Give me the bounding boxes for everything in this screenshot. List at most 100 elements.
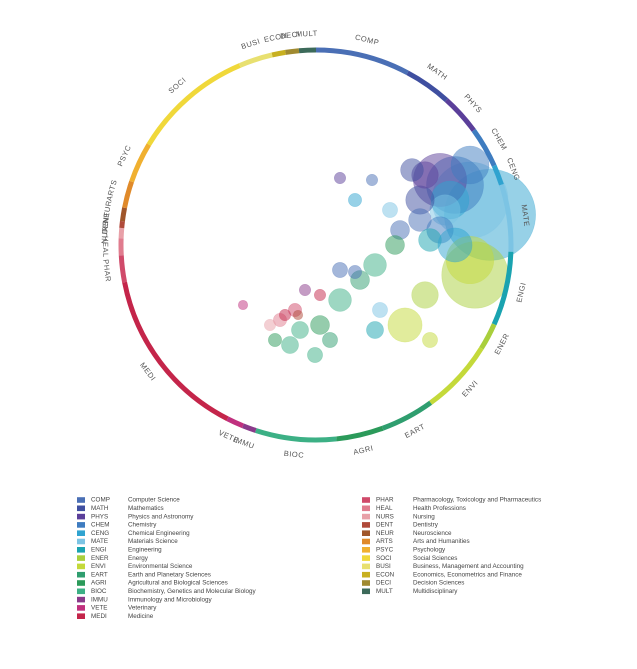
- legend-name: Agricultural and Biological Sciences: [128, 580, 228, 587]
- bubble: [281, 336, 298, 353]
- bubble: [307, 347, 322, 362]
- legend-swatch: [362, 522, 370, 528]
- legend-code: MEDI: [91, 613, 107, 620]
- legend-code: DENT: [376, 522, 393, 529]
- bubble: [314, 289, 325, 300]
- legend-name: Medicine: [128, 613, 154, 620]
- legend-name: Veterinary: [128, 605, 157, 612]
- legend-code: MATH: [91, 505, 109, 512]
- ring-label: VETE: [217, 428, 240, 445]
- ring-label: COMP: [354, 32, 380, 47]
- ring-segment: [125, 282, 228, 419]
- ring-segment: [149, 66, 240, 145]
- legend-swatch: [77, 497, 85, 503]
- legend-swatch: [362, 514, 370, 520]
- ring-segment: [285, 51, 299, 53]
- legend-swatch: [362, 506, 370, 512]
- legend-code: ECON: [376, 571, 395, 578]
- legend-swatch: [77, 506, 85, 512]
- ring-segment: [481, 324, 494, 348]
- legend-code: EART: [91, 571, 108, 578]
- ring-label: PHAR: [101, 259, 113, 283]
- ring-label: MULT: [296, 29, 318, 39]
- bubble: [364, 254, 387, 277]
- ring-segment: [122, 221, 123, 228]
- legend-code: ENER: [91, 555, 109, 562]
- legend-name: Pharmacology, Toxicology and Pharmaceuti…: [413, 497, 541, 504]
- legend-swatch: [362, 589, 370, 595]
- ring-label: ARTS: [105, 179, 119, 202]
- legend-name: Energy: [128, 555, 149, 562]
- legend-name: Computer Science: [128, 497, 180, 504]
- legend-name: Immunology and Microbiology: [128, 596, 213, 603]
- legend-name: Economics, Econometrics and Finance: [413, 571, 522, 578]
- legend-name: Chemical Engineering: [128, 530, 190, 537]
- legend-code: BIOC: [91, 588, 107, 595]
- ring-label: ENER: [493, 332, 512, 356]
- legend-code: NEUR: [376, 530, 394, 537]
- legend-code: PHAR: [376, 497, 394, 504]
- legend-code: IMMU: [91, 596, 108, 603]
- ring-label: PSYC: [115, 143, 133, 167]
- ring-segment: [256, 430, 337, 440]
- bubble: [451, 146, 489, 184]
- legend-swatch: [77, 580, 85, 586]
- bubble: [386, 236, 405, 255]
- ring-segment: [431, 348, 482, 402]
- legend-code: CHEM: [91, 522, 110, 529]
- legend-name: Engineering: [128, 546, 162, 553]
- legend-name: Mathematics: [128, 505, 164, 512]
- legend-swatch: [77, 613, 85, 619]
- bubble: [348, 265, 361, 278]
- legend-swatch: [362, 572, 370, 578]
- bubble: [332, 262, 347, 277]
- ring-label: BIOC: [283, 449, 304, 460]
- ring-label: EART: [403, 422, 427, 440]
- ring-label: MEDI: [138, 361, 158, 383]
- legend-code: COMP: [91, 497, 110, 504]
- legend-swatch: [362, 580, 370, 586]
- legend-code: MATE: [91, 538, 108, 545]
- legend-swatch: [77, 589, 85, 595]
- legend-swatch: [77, 605, 85, 611]
- bubble: [388, 308, 422, 342]
- bubble: [348, 193, 361, 206]
- legend-name: Earth and Planetary Sciences: [128, 571, 211, 578]
- legend-swatch: [77, 555, 85, 561]
- ring-label: SOCI: [167, 75, 188, 95]
- legend-name: Arts and Humanities: [413, 538, 470, 545]
- bubble: [329, 289, 352, 312]
- ring-segment: [121, 228, 122, 238]
- bubble: [299, 284, 310, 295]
- ring-label: BUSI: [240, 37, 261, 52]
- legend-name: Health Professions: [413, 505, 466, 512]
- legend-swatch: [362, 564, 370, 570]
- legend-swatch: [362, 530, 370, 536]
- ring-label: MATH: [425, 62, 449, 82]
- legend-code: AGRI: [91, 580, 107, 587]
- ring-label: ENVI: [460, 378, 480, 398]
- ring-segment: [316, 50, 408, 73]
- ring-segment: [336, 428, 382, 439]
- ring-label: PHYS: [462, 92, 484, 115]
- legend-code: PSYC: [376, 546, 394, 553]
- legend-code: VETE: [91, 605, 107, 612]
- legend-name: Environmental Science: [128, 563, 193, 570]
- bubble: [238, 300, 248, 310]
- bubble: [291, 321, 308, 338]
- legend-code: BUSI: [376, 563, 391, 570]
- legend-name: Nursing: [413, 513, 435, 520]
- legend-name: Business, Management and Accounting: [413, 563, 524, 570]
- legend-swatch: [77, 547, 85, 553]
- legend-name: Physics and Astronomy: [128, 513, 194, 520]
- legend-swatch: [362, 497, 370, 503]
- ring-segment: [240, 55, 272, 66]
- bubble: [279, 309, 290, 320]
- ring-segment: [132, 145, 149, 182]
- bubble: [322, 332, 337, 347]
- bubble: [438, 228, 472, 262]
- bubble: [382, 202, 397, 217]
- legend-code: SOCI: [376, 555, 392, 562]
